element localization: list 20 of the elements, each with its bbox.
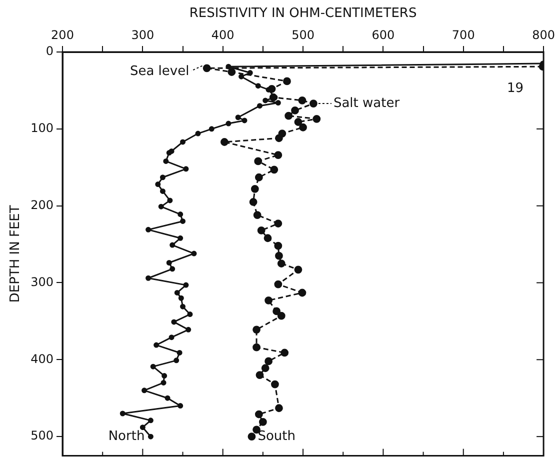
x-tick-label: 200 [51, 28, 74, 42]
x-tick-label: 400 [211, 28, 234, 42]
annotation: 19 [507, 80, 524, 96]
x-tick-label: 800 [532, 28, 555, 42]
x-tick-label: 600 [372, 28, 395, 42]
y-tick-label: 300 [30, 274, 54, 289]
y-tick-label: 0 [46, 44, 54, 58]
y-tick-label: 200 [30, 198, 54, 212]
x-tick-label: 300 [131, 28, 154, 42]
series-label: North [108, 428, 145, 444]
x-axis-title: RESISTIVITY IN OHM-CENTIMETERS [189, 6, 417, 22]
y-axis-title: DEPTH IN FEET [8, 205, 24, 303]
annotation: Salt water [333, 96, 400, 111]
x-tick-label: 700 [452, 28, 475, 42]
y-tick-label: 500 [30, 428, 54, 443]
series-label: South [258, 428, 296, 444]
annotation: Sea level [130, 64, 190, 80]
x-tick-label: 500 [292, 28, 314, 42]
y-tick-label: 100 [30, 121, 54, 136]
y-tick-label: 400 [30, 352, 54, 366]
